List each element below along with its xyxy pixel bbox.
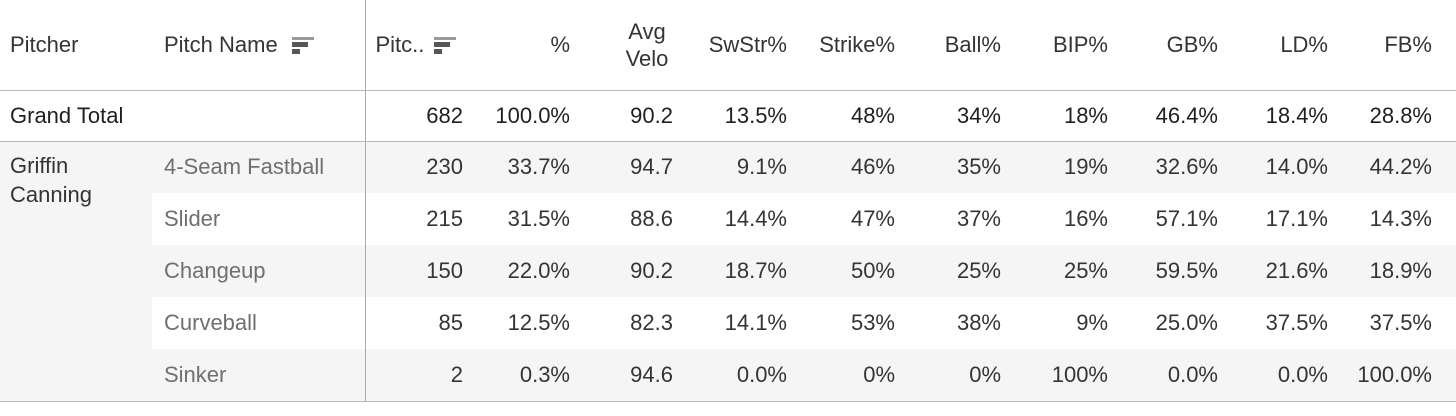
stat-cell-fb[interactable]: 28.8% (1336, 90, 1456, 142)
stat-cell-pitches[interactable]: 2 (364, 349, 471, 402)
pitch-stats-table: Pitcher Pitch Name Pitc.. % Avg Velo SwS… (0, 0, 1456, 402)
stat-cell-swstr[interactable]: 14.1% (724, 310, 787, 335)
col-header-ball[interactable]: Ball% (903, 0, 1009, 91)
stat-cell-ball[interactable]: 37% (956, 206, 1001, 231)
stat-cell-pitches[interactable]: 150 (364, 245, 471, 297)
stat-cell-ld[interactable]: 21.6% (1226, 245, 1336, 297)
stat-cell-ball[interactable]: 35% (903, 141, 1009, 193)
stat-cell-avg-velo[interactable]: 94.6 (578, 349, 681, 402)
pitcher-group-cell[interactable]: Griffin Canning (0, 141, 152, 402)
stat-cell-swstr[interactable]: 0.0% (681, 349, 795, 402)
pitch-name-cell[interactable]: Curveball (164, 310, 257, 335)
stat-cell-pitches[interactable]: 682 (364, 90, 471, 142)
stat-cell-percent[interactable]: 31.5% (507, 206, 570, 231)
pitch-row: Griffin Canning 4-Seam Fastball 230 33.7… (0, 141, 1456, 402)
stat-cell-bip[interactable]: 19% (1009, 141, 1116, 193)
stat-cell-ld[interactable]: 14.0% (1226, 141, 1336, 193)
stat-cell-bip[interactable]: 18% (1009, 90, 1116, 142)
stat-cell-strike[interactable]: 46% (795, 141, 903, 193)
grand-total-label: Grand Total (0, 90, 365, 142)
avg-velo-header-label: Avg Velo (625, 18, 669, 71)
pitch-row: Changeup 150 22.0% 90.2 18.7% 50% 25% 25… (0, 245, 1456, 297)
pitch-name-header-label: Pitch Name (164, 32, 278, 58)
stat-cell-swstr[interactable]: 14.4% (724, 206, 787, 231)
col-header-pitch-name[interactable]: Pitch Name (152, 0, 365, 91)
stat-cell-gb[interactable]: 57.1% (1155, 206, 1218, 231)
pitch-name-cell[interactable]: Slider (164, 206, 221, 231)
stat-cell-swstr[interactable]: 13.5% (681, 90, 795, 142)
stat-cell-fb[interactable]: 18.9% (1336, 245, 1456, 297)
grand-total-row: Grand Total 682 100.0% 90.2 13.5% 48% 34… (0, 90, 1456, 142)
stat-cell-fb[interactable]: 44.2% (1336, 141, 1456, 193)
stat-cell-ball[interactable]: 38% (956, 310, 1001, 335)
pitch-row: Curveball 85 12.5% 82.3 14.1% 53% 38% 9%… (0, 297, 1456, 349)
col-header-pitches[interactable]: Pitc.. (364, 0, 471, 91)
col-header-avg-velo[interactable]: Avg Velo (578, 0, 681, 91)
stat-cell-pitches[interactable]: 85 (364, 297, 471, 349)
stat-cell-gb[interactable]: 0.0% (1116, 349, 1226, 402)
stat-cell-ball[interactable]: 25% (903, 245, 1009, 297)
stat-cell-ball[interactable]: 0% (903, 349, 1009, 402)
stat-cell-gb[interactable]: 46.4% (1116, 90, 1226, 142)
stat-cell-fb[interactable]: 100.0% (1336, 349, 1456, 402)
col-header-gb[interactable]: GB% (1116, 0, 1226, 91)
stat-cell-avg-velo[interactable]: 88.6 (630, 206, 673, 231)
stat-cell-fb[interactable]: 37.5% (1369, 310, 1432, 335)
stat-cell-pitches[interactable]: 215 (364, 193, 471, 245)
stat-cell-swstr[interactable]: 18.7% (681, 245, 795, 297)
sort-descending-icon[interactable] (291, 36, 314, 54)
stat-cell-strike[interactable]: 47% (850, 206, 895, 231)
stat-cell-avg-velo[interactable]: 94.7 (578, 141, 681, 193)
stat-cell-ball[interactable]: 34% (903, 90, 1009, 142)
pitch-row: Slider 215 31.5% 88.6 14.4% 47% 37% 16% … (0, 193, 1456, 245)
stat-cell-strike[interactable]: 48% (795, 90, 903, 142)
pitches-header-label: Pitc.. (375, 32, 425, 58)
stat-cell-percent[interactable]: 12.5% (507, 310, 570, 335)
stat-cell-ld[interactable]: 18.4% (1226, 90, 1336, 142)
stat-cell-swstr[interactable]: 9.1% (681, 141, 795, 193)
col-header-pitcher[interactable]: Pitcher (0, 0, 152, 91)
col-header-ld[interactable]: LD% (1226, 0, 1336, 91)
stat-cell-bip[interactable]: 16% (1063, 206, 1108, 231)
pitch-row: Sinker 2 0.3% 94.6 0.0% 0% 0% 100% 0.0% … (0, 349, 1456, 402)
stat-cell-pitches[interactable]: 230 (364, 141, 471, 193)
stat-cell-gb[interactable]: 25.0% (1155, 310, 1218, 335)
stat-cell-ld[interactable]: 37.5% (1265, 310, 1328, 335)
stat-cell-gb[interactable]: 32.6% (1116, 141, 1226, 193)
pitch-name-cell[interactable]: 4-Seam Fastball (152, 141, 365, 193)
stat-cell-avg-velo[interactable]: 90.2 (578, 90, 681, 142)
header-row: Pitcher Pitch Name Pitc.. % Avg Velo SwS… (0, 0, 1456, 91)
stat-cell-ld[interactable]: 17.1% (1265, 206, 1328, 231)
stat-cell-ld[interactable]: 0.0% (1226, 349, 1336, 402)
stat-cell-percent[interactable]: 0.3% (471, 349, 578, 402)
stat-cell-bip[interactable]: 25% (1009, 245, 1116, 297)
stat-cell-avg-velo[interactable]: 90.2 (578, 245, 681, 297)
stat-cell-percent[interactable]: 22.0% (471, 245, 578, 297)
stat-cell-strike[interactable]: 0% (795, 349, 903, 402)
stat-cell-strike[interactable]: 53% (850, 310, 895, 335)
pitcher-name: Griffin Canning (10, 152, 92, 207)
stat-cell-fb[interactable]: 14.3% (1369, 206, 1432, 231)
sort-descending-icon[interactable] (434, 36, 457, 54)
pitch-name-cell[interactable]: Changeup (152, 245, 365, 297)
col-header-bip[interactable]: BIP% (1009, 0, 1116, 91)
stat-cell-percent[interactable]: 100.0% (471, 90, 578, 142)
col-header-percent[interactable]: % (471, 0, 578, 91)
stat-cell-bip[interactable]: 9% (1076, 310, 1108, 335)
col-header-fb[interactable]: FB% (1336, 0, 1456, 91)
stat-cell-gb[interactable]: 59.5% (1116, 245, 1226, 297)
stat-cell-strike[interactable]: 50% (795, 245, 903, 297)
stat-cell-percent[interactable]: 33.7% (471, 141, 578, 193)
pitch-name-cell[interactable]: Sinker (152, 349, 365, 402)
stat-cell-bip[interactable]: 100% (1009, 349, 1116, 402)
col-header-strike[interactable]: Strike% (795, 0, 903, 91)
stat-cell-avg-velo[interactable]: 82.3 (630, 310, 673, 335)
col-header-swstr[interactable]: SwStr% (681, 0, 795, 91)
